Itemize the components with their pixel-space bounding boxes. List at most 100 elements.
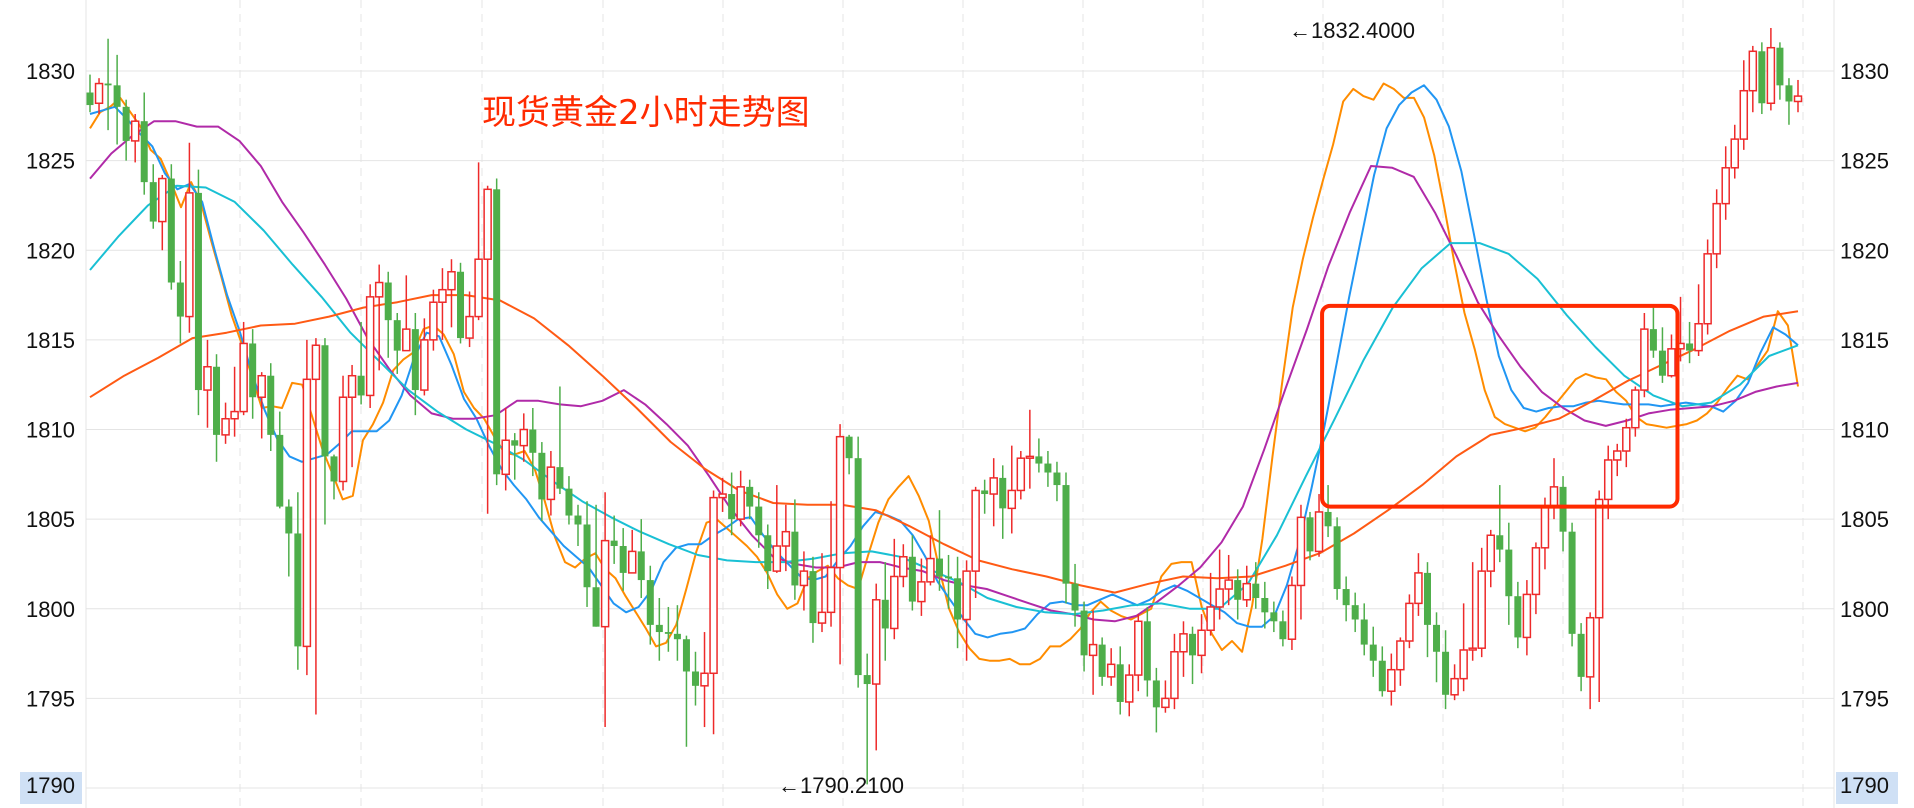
- candle-body: [1053, 472, 1061, 486]
- candle-body: [1531, 547, 1541, 596]
- candle-body: [1405, 602, 1414, 642]
- candle: [1585, 612, 1595, 710]
- candle-body: [294, 533, 302, 647]
- candle-body: [1793, 95, 1803, 103]
- ma-line-1: [89, 82, 1799, 666]
- candle-body: [1197, 629, 1206, 657]
- candle-body: [338, 396, 348, 483]
- candle: [1559, 476, 1567, 552]
- candle: [230, 366, 239, 437]
- candle: [1694, 284, 1703, 357]
- candle-body: [1333, 526, 1341, 590]
- candle-body: [158, 177, 167, 223]
- candle-body: [1703, 253, 1712, 325]
- candle: [1224, 554, 1233, 606]
- candle-body: [1603, 459, 1613, 501]
- candle-body: [465, 315, 474, 339]
- candle: [637, 519, 645, 598]
- y-tick-label-right: 1830: [1840, 59, 1889, 84]
- candle-body: [94, 82, 104, 105]
- candle: [746, 479, 754, 520]
- candle-body: [1170, 651, 1179, 700]
- y-tick-label-left: 1805: [26, 507, 75, 532]
- moving-average-lines: [89, 82, 1799, 666]
- candle: [817, 553, 827, 633]
- candle-body: [1568, 531, 1576, 634]
- candle: [1405, 594, 1414, 649]
- candle-body: [1468, 647, 1477, 651]
- candle: [981, 479, 989, 514]
- candle-body: [167, 178, 175, 283]
- candle: [1622, 418, 1631, 468]
- candle-body: [1062, 485, 1070, 584]
- candle: [374, 264, 384, 371]
- candle-body: [646, 580, 654, 625]
- candle: [583, 501, 591, 607]
- candle-body: [1423, 572, 1431, 625]
- candle-body: [1622, 426, 1631, 452]
- y-tick-label-right: 1800: [1840, 597, 1889, 622]
- candle: [1125, 664, 1134, 717]
- y-tick-label-right: 1810: [1840, 418, 1889, 443]
- candle-body: [1486, 534, 1495, 572]
- y-tick-label-left: 1795: [26, 686, 75, 711]
- candle-body: [1766, 46, 1776, 105]
- y-label-bg: [1836, 772, 1898, 804]
- candle: [926, 535, 935, 586]
- candle: [302, 339, 312, 676]
- candle: [799, 551, 809, 611]
- candle-body: [1252, 583, 1260, 598]
- candle: [1025, 409, 1035, 489]
- y-tick-label-left: 1825: [26, 149, 75, 174]
- candle-body: [881, 599, 889, 629]
- candle-body: [176, 282, 184, 317]
- y-tick-label-right: 1805: [1840, 507, 1889, 532]
- candle: [257, 372, 266, 439]
- candle: [538, 442, 546, 521]
- candle: [1649, 307, 1657, 358]
- candle-body: [1559, 486, 1567, 532]
- ma-line-4: [89, 184, 1799, 616]
- candle-body: [556, 467, 564, 489]
- candle: [890, 538, 899, 640]
- candle-body: [637, 551, 645, 581]
- candle-body: [1450, 677, 1459, 696]
- candle: [1044, 451, 1052, 487]
- candle: [565, 476, 573, 525]
- candle: [1568, 522, 1576, 647]
- candle-body: [104, 83, 112, 86]
- candle: [718, 477, 727, 512]
- candle-body: [1152, 680, 1160, 708]
- candle: [1314, 494, 1324, 557]
- candle-body: [230, 410, 239, 420]
- candle: [104, 38, 112, 131]
- candle: [1785, 78, 1793, 125]
- candle: [511, 433, 519, 480]
- candle: [1433, 612, 1441, 683]
- candle-body: [917, 581, 926, 603]
- candle: [1766, 27, 1776, 111]
- candle: [239, 321, 248, 416]
- candle: [899, 544, 908, 588]
- candle: [1143, 606, 1151, 697]
- candle-body: [1007, 489, 1017, 510]
- candle: [1658, 327, 1666, 383]
- candle: [700, 632, 709, 728]
- candle-body: [781, 530, 791, 547]
- candle: [1459, 603, 1468, 692]
- candle-body: [1143, 621, 1151, 681]
- y-tick-label-right: 1790: [1840, 773, 1889, 798]
- candle-body: [817, 611, 827, 624]
- candle: [1496, 485, 1504, 563]
- candle: [1306, 511, 1314, 561]
- candle-body: [519, 428, 529, 447]
- candle-body: [1224, 579, 1233, 590]
- candle: [1396, 637, 1405, 686]
- candle-body: [1712, 202, 1721, 255]
- candle-body: [945, 576, 953, 579]
- candle-body: [1442, 651, 1450, 695]
- candle: [213, 354, 221, 462]
- candle-body: [1686, 343, 1694, 351]
- candle-body: [1594, 498, 1604, 619]
- highlight-rectangle: [1320, 303, 1680, 509]
